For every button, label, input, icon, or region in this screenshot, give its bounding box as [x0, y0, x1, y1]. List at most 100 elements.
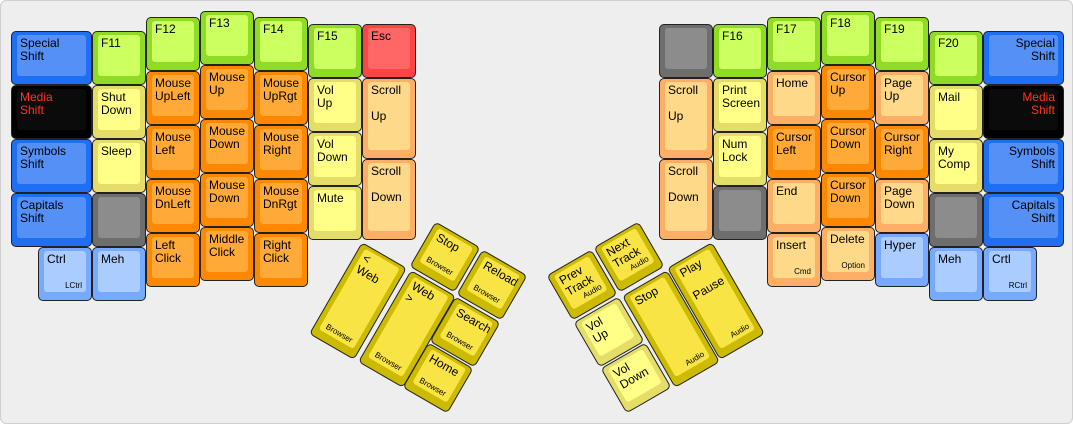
key-label: Capitals Shift — [1011, 198, 1055, 225]
right-key-blank[interactable] — [929, 193, 983, 247]
right-key-f19[interactable]: F19 — [875, 17, 929, 71]
key-label: Mouse UpLeft — [155, 76, 192, 103]
right-key-f17[interactable]: F17 — [767, 17, 821, 71]
right-key-page-down[interactable]: Page Down — [875, 179, 929, 233]
left-key-mouse-uprgt[interactable]: Mouse UpRgt — [254, 71, 308, 125]
keycap: Mouse DnRgt — [260, 183, 302, 224]
right-key-f20[interactable]: F20 — [929, 31, 983, 85]
left-key-esc[interactable]: Esc — [362, 24, 416, 78]
left-key-f11[interactable]: F11 — [92, 31, 146, 85]
right-key-meh[interactable]: Meh — [929, 247, 983, 301]
key-label: Middle Click — [209, 232, 245, 259]
key-label: Mail — [938, 90, 961, 104]
right-key-cursor-down[interactable]: Cursor Down — [821, 119, 875, 173]
right-key-scroll-up[interactable]: Scroll Up — [659, 78, 713, 159]
keycap: Stop Browser — [419, 227, 474, 282]
right-key-crtl[interactable]: Crtl RCtrl — [983, 247, 1037, 301]
left-key-f13[interactable]: F13 — [200, 11, 254, 65]
right-key-symbols-shift[interactable]: Symbols Shift — [983, 139, 1064, 193]
right-key-f16[interactable]: F16 — [713, 24, 767, 78]
right-key-hyper[interactable]: Hyper — [875, 233, 929, 287]
key-label: End — [776, 184, 798, 198]
keycap: F11 — [98, 35, 140, 76]
key-label: F20 — [938, 36, 959, 50]
left-key-mouse-down[interactable]: Mouse Down — [200, 173, 254, 227]
left-key-f14[interactable]: F14 — [254, 17, 308, 71]
right-key-num-lock[interactable]: Num Lock — [713, 132, 767, 186]
right-key-scroll-down[interactable]: Scroll Down — [659, 159, 713, 240]
keycap: F15 — [314, 28, 356, 69]
right-key-blank[interactable] — [713, 186, 767, 240]
right-key-print-screen[interactable]: Print Screen — [713, 78, 767, 132]
left-key-mouse-up[interactable]: Mouse Up — [200, 65, 254, 119]
key-label: Crtl — [992, 252, 1011, 266]
keycap: F12 — [152, 21, 194, 62]
right-key-delete[interactable]: Delete Option — [821, 227, 875, 281]
left-key-mouse-upleft[interactable]: Mouse UpLeft — [146, 71, 200, 125]
keycap: Shut Down — [98, 89, 140, 130]
left-key-special-shift[interactable]: Special Shift — [11, 31, 92, 85]
left-key-blank[interactable] — [92, 193, 146, 247]
left-key-scroll-up[interactable]: Scroll Up — [362, 78, 416, 159]
left-key-mouse-down[interactable]: Mouse Down — [200, 119, 254, 173]
keycap: Right Click — [260, 237, 302, 278]
left-key-meh[interactable]: Meh — [92, 247, 146, 301]
keycap: My Comp — [935, 143, 977, 184]
left-key-ctrl[interactable]: Ctrl LCtrl — [38, 247, 92, 301]
left-key-right-click[interactable]: Right Click — [254, 233, 308, 287]
key-label: F13 — [209, 16, 230, 30]
keycap: Mouse Left — [152, 129, 194, 170]
right-key-insert[interactable]: Insert Cmd — [767, 233, 821, 287]
left-key-media-shift[interactable]: Media Shift — [11, 85, 92, 139]
keycap: Special Shift — [989, 35, 1058, 76]
keycap: Mouse Right — [260, 129, 302, 170]
keycap: Esc — [368, 28, 410, 69]
key-label: Mouse Down — [209, 178, 246, 205]
left-key-vol-down[interactable]: Vol Down — [308, 132, 362, 186]
key-sublabel: Browser — [373, 350, 404, 373]
left-key-middle-click[interactable]: Middle Click — [200, 227, 254, 281]
keycap: End — [773, 183, 815, 224]
key-label: Print Screen — [722, 83, 761, 110]
right-key-blank[interactable] — [659, 24, 713, 78]
right-key-cursor-left[interactable]: Cursor Left — [767, 125, 821, 179]
right-key-mail[interactable]: Mail — [929, 85, 983, 139]
left-key-left-click[interactable]: Left Click — [146, 233, 200, 287]
right-key-cursor-right[interactable]: Cursor Right — [875, 125, 929, 179]
left-key-f15[interactable]: F15 — [308, 24, 362, 78]
left-key-mute[interactable]: Mute — [308, 186, 362, 240]
right-key-page-up[interactable]: Page Up — [875, 71, 929, 125]
right-key-home[interactable]: Home — [767, 71, 821, 125]
left-key-mouse-right[interactable]: Mouse Right — [254, 125, 308, 179]
keycap: Cursor Right — [881, 129, 923, 170]
left-key-shut-down[interactable]: Shut Down — [92, 85, 146, 139]
key-label: F17 — [776, 22, 797, 36]
right-key-capitals-shift[interactable]: Capitals Shift — [983, 193, 1064, 247]
right-key-end[interactable]: End — [767, 179, 821, 233]
right-key-special-shift[interactable]: Special Shift — [983, 31, 1064, 85]
left-key-f12[interactable]: F12 — [146, 17, 200, 71]
keycap: Scroll Down — [665, 163, 707, 231]
keycap: Reload Browser — [466, 255, 521, 310]
left-key-vol-up[interactable]: Vol Up — [308, 78, 362, 132]
left-key-sleep[interactable]: Sleep — [92, 139, 146, 193]
left-key-scroll-down[interactable]: Scroll Down — [362, 159, 416, 240]
left-key-symbols-shift[interactable]: Symbols Shift — [11, 139, 92, 193]
keycap: Meh — [935, 251, 977, 292]
right-key-media-shift[interactable]: Media Shift — [983, 85, 1064, 139]
left-key-mouse-dnleft[interactable]: Mouse DnLeft — [146, 179, 200, 233]
key-label: Special Shift — [1015, 36, 1055, 63]
key-label: Vol Up — [583, 313, 611, 346]
key-label: F12 — [155, 22, 176, 36]
left-key-capitals-shift[interactable]: Capitals Shift — [11, 193, 92, 247]
right-key-cursor-down[interactable]: Cursor Down — [821, 173, 875, 227]
key-label: Mouse Up — [209, 70, 246, 97]
keycap: Delete Option — [827, 231, 869, 272]
left-key-mouse-left[interactable]: Mouse Left — [146, 125, 200, 179]
keycap: Symbols Shift — [17, 143, 86, 184]
keycap: F17 — [773, 21, 815, 62]
right-key-cursor-up[interactable]: Cursor Up — [821, 65, 875, 119]
left-key-mouse-dnrgt[interactable]: Mouse DnRgt — [254, 179, 308, 233]
right-key-my-comp[interactable]: My Comp — [929, 139, 983, 193]
right-key-f18[interactable]: F18 — [821, 11, 875, 65]
